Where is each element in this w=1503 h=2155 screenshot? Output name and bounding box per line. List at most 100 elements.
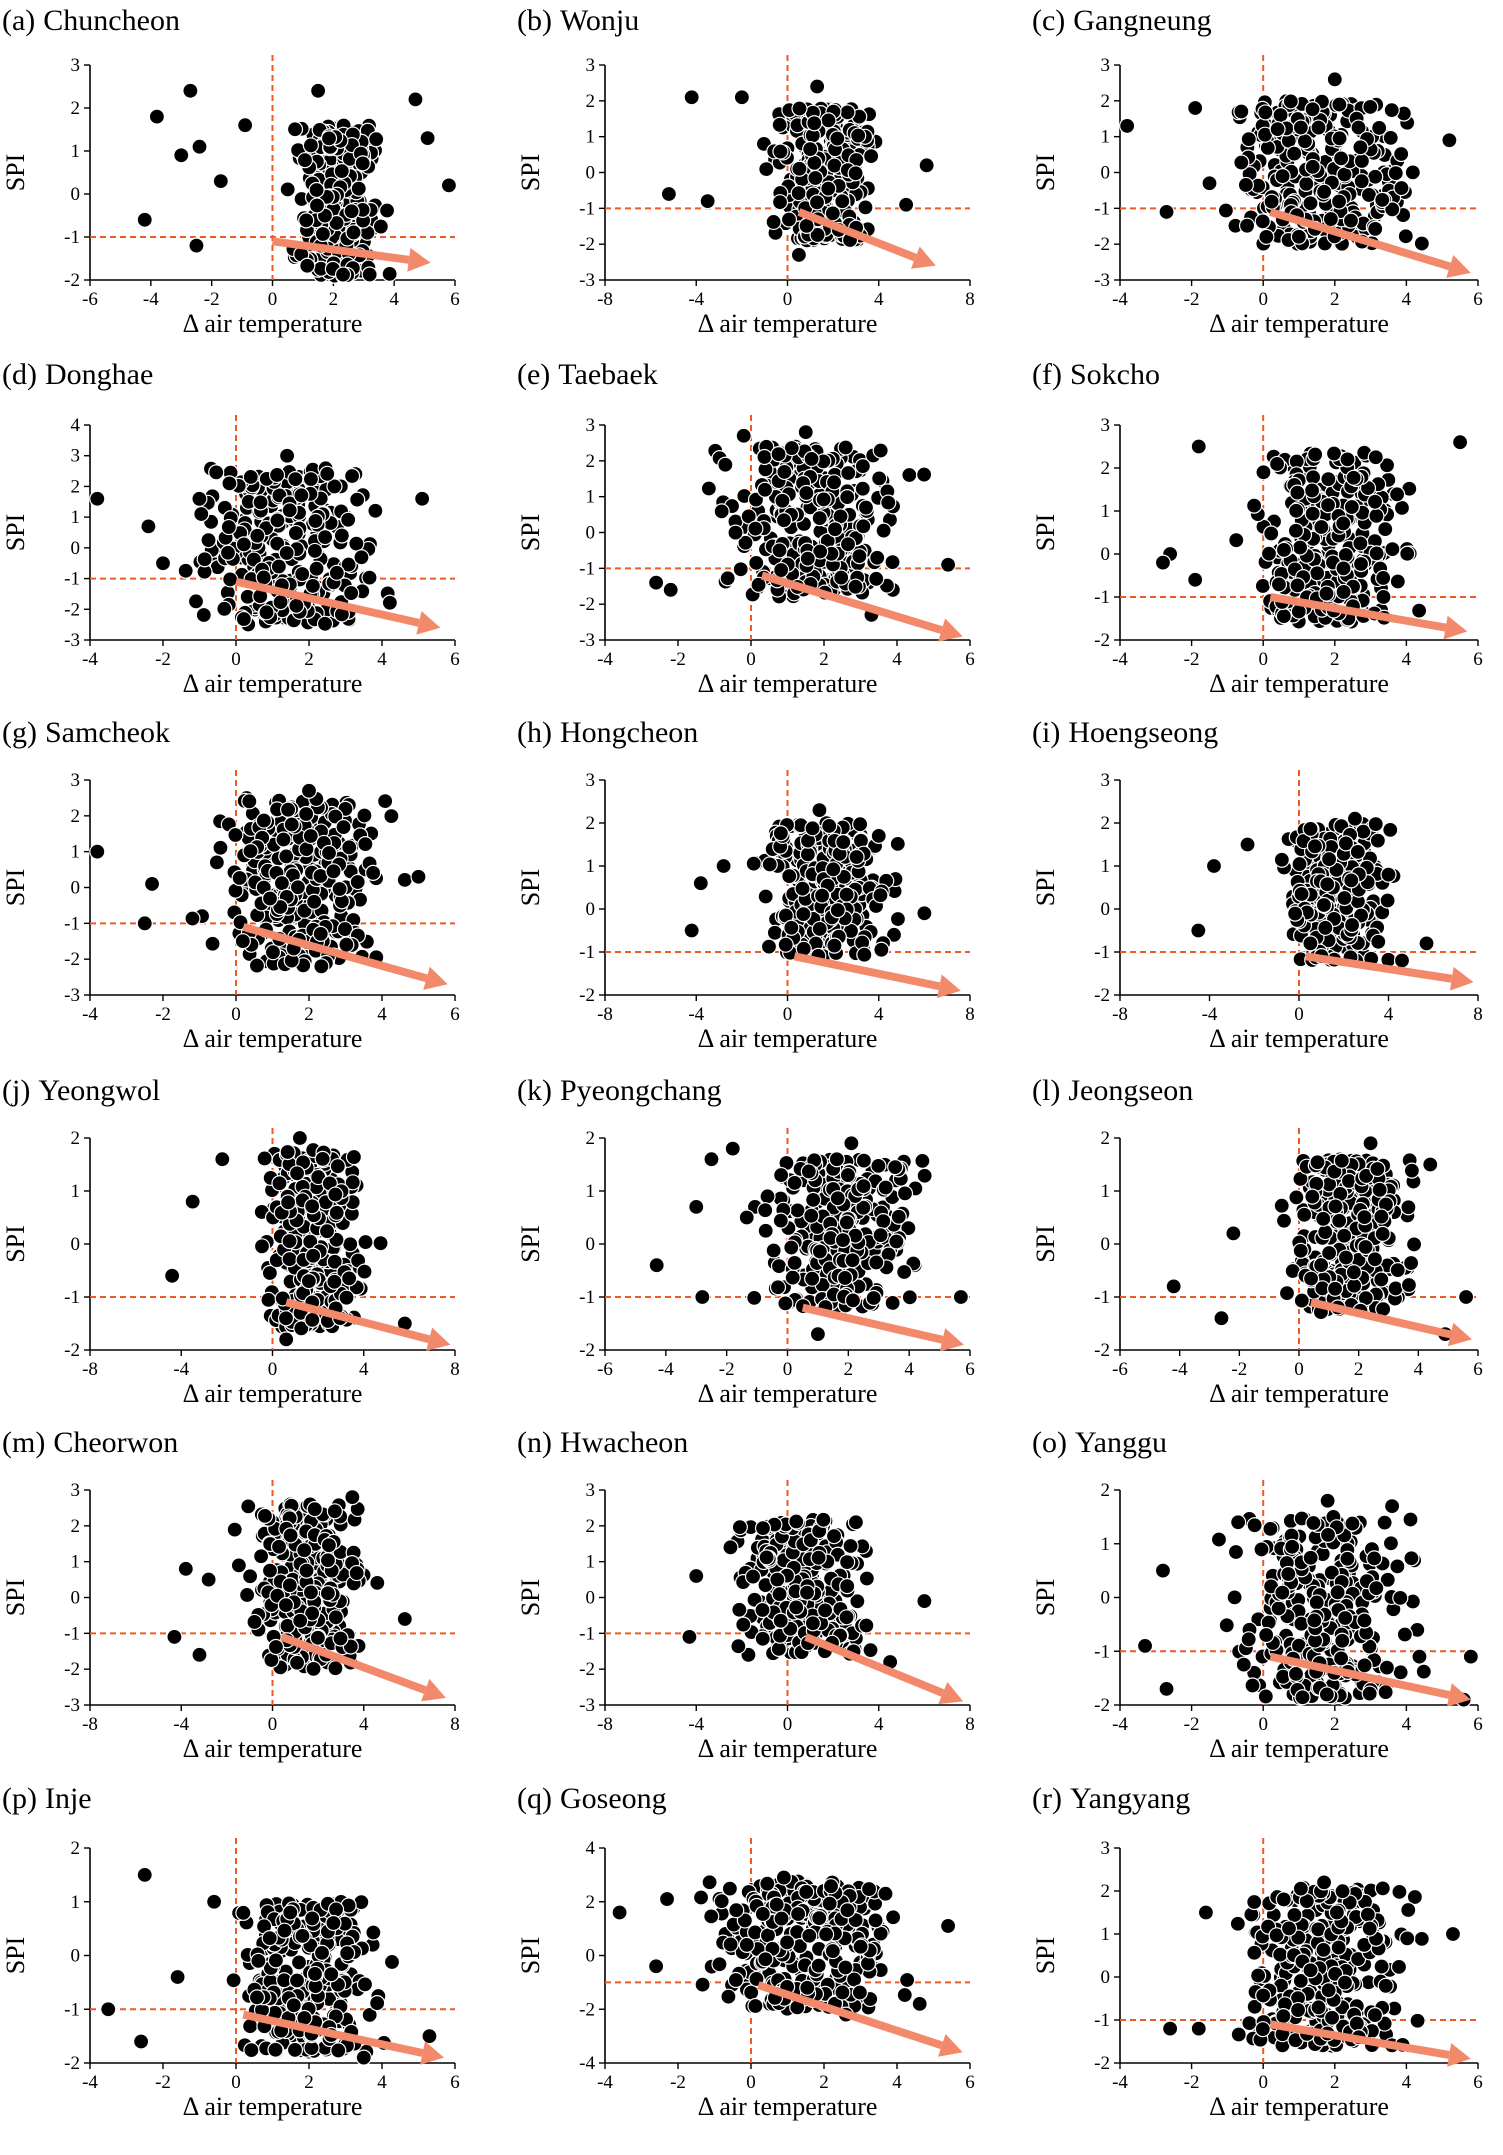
data-point [1336,1227,1353,1244]
data-point [1274,168,1291,185]
data-point [273,875,291,892]
data-point [824,205,841,222]
panel-title: (l) Jeongseon [1032,1074,1193,1107]
data-point [309,1629,327,1646]
y-tick-label: -1 [579,558,595,579]
y-tick-label: 1 [1101,127,1111,148]
data-point [1318,585,1335,602]
data-point [738,1209,755,1226]
data-point [783,439,800,457]
data-point [648,1257,665,1274]
data-point [1315,1210,1332,1227]
data-point [191,1646,208,1663]
data-point [333,163,350,180]
x-tick-label: -4 [82,1004,98,1025]
data-point [880,494,897,511]
data-point [858,1617,875,1634]
data-point [1292,1242,1309,1259]
data-point [839,104,856,121]
panel-title: (f) Sokcho [1032,358,1160,391]
x-tick-label: -4 [597,649,613,670]
data-point [281,502,298,519]
x-tick-label: 0 [783,1004,793,1025]
x-tick-label: -4 [82,649,98,670]
panel-letter: (k) [517,1074,552,1107]
data-point [187,593,205,610]
data-point [805,1191,822,1208]
data-point [231,869,248,887]
data-point [700,480,717,497]
data-point [381,265,398,282]
data-point [692,875,709,892]
data-point [1259,139,1276,156]
y-axis-label: SPI [1,869,30,907]
data-point [219,544,237,561]
y-axis-label: SPI [516,514,545,552]
y-tick-label: -2 [579,1340,595,1361]
data-point [377,792,394,810]
panel-title: (h) Hongcheon [517,716,698,749]
y-tick-label: 2 [586,91,596,112]
data-point [809,78,826,95]
x-tick-label: 4 [874,1004,884,1025]
data-point [760,938,778,955]
data-point [305,1247,322,1264]
data-point [1382,821,1399,838]
data-point [1397,228,1414,245]
data-point [1263,193,1280,210]
x-axis-label: Δ air temperature [183,1024,363,1053]
data-point [1333,150,1350,167]
panel-title: (c) Gangneung [1032,4,1212,37]
data-point [758,1549,775,1566]
data-point [184,910,201,927]
data-point [777,1295,794,1312]
y-tick-label: 3 [1101,55,1111,76]
x-tick-label: 4 [1402,1714,1412,1735]
trend-arrow [1269,208,1451,271]
data-point [1246,497,1263,514]
data-point [688,1198,705,1216]
data-point [1233,154,1250,171]
data-point [396,1610,413,1628]
data-point [1352,139,1369,156]
data-point [353,549,370,566]
data-point [896,1185,914,1202]
data-point [786,1254,803,1271]
data-point [1389,1261,1406,1279]
data-point [800,1163,817,1180]
x-tick-label: 4 [904,1359,914,1380]
data-point [191,138,208,155]
data-point [1374,191,1391,209]
data-point [304,1311,321,1328]
data-point [286,121,304,138]
panel-station: Wonju [560,4,639,37]
data-point [319,1585,337,1602]
data-point [838,1609,855,1626]
data-point [148,108,166,125]
data-point [316,615,334,632]
data-point [342,1236,359,1253]
data-point [809,1325,827,1343]
data-point [1337,1249,1355,1266]
x-tick-label: 8 [965,289,975,310]
data-point [844,1292,862,1309]
data-point [381,594,398,611]
x-tick-label: -4 [1112,289,1128,310]
y-tick-label: 3 [71,55,81,76]
data-point [256,1507,274,1524]
data-point [293,487,310,504]
data-point [234,933,251,950]
data-point [335,818,352,836]
data-point [440,177,458,194]
data-point [852,816,869,833]
data-point [1367,816,1384,833]
x-axis-label: Δ air temperature [183,1379,363,1408]
data-point [890,1208,907,1225]
data-point [1296,1206,1313,1223]
data-point [396,871,413,888]
data-point [1293,885,1310,903]
panel-letter: (h) [517,716,552,749]
